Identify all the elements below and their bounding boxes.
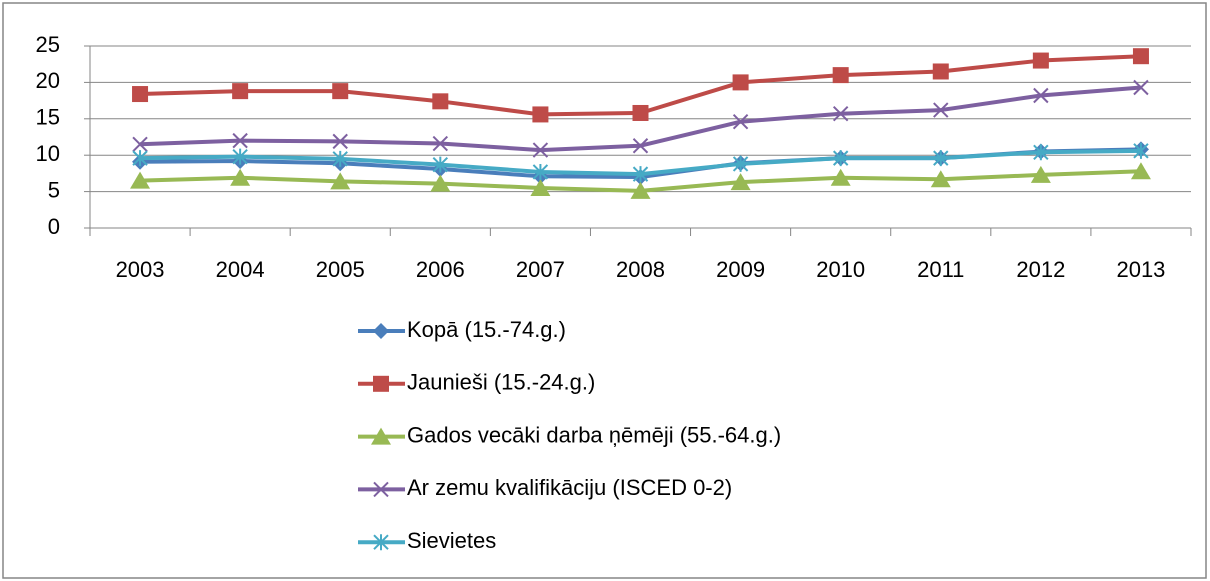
marker bbox=[630, 181, 651, 199]
marker bbox=[371, 427, 391, 445]
x-tick-label: 2006 bbox=[416, 257, 465, 282]
legend-label: Ar zemu kvalifikāciju (ISCED 0-2) bbox=[407, 475, 732, 500]
marker bbox=[832, 150, 849, 167]
marker bbox=[1132, 48, 1149, 65]
marker bbox=[232, 83, 249, 100]
marker bbox=[933, 150, 949, 167]
marker bbox=[1130, 162, 1151, 180]
marker bbox=[532, 106, 549, 123]
marker bbox=[232, 148, 248, 165]
marker bbox=[373, 534, 389, 551]
marker bbox=[832, 67, 849, 84]
marker bbox=[1033, 144, 1049, 161]
y-tick-label: 15 bbox=[36, 105, 60, 130]
marker bbox=[632, 138, 649, 154]
marker bbox=[1032, 52, 1049, 69]
marker bbox=[130, 171, 151, 189]
marker bbox=[1133, 142, 1149, 159]
x-tick-label: 2012 bbox=[1016, 257, 1065, 282]
marker bbox=[1030, 165, 1051, 183]
marker bbox=[232, 132, 248, 149]
legend-label: Gados vecāki darba ņēmēji (55.-64.g.) bbox=[407, 422, 781, 447]
marker bbox=[432, 93, 449, 110]
x-tick-label: 2010 bbox=[816, 257, 865, 282]
y-tick-label: 5 bbox=[48, 177, 60, 202]
x-tick-label: 2007 bbox=[516, 257, 565, 282]
x-tick-label: 2011 bbox=[917, 257, 964, 282]
x-tick-label: 2005 bbox=[316, 257, 365, 282]
marker bbox=[1133, 79, 1149, 96]
y-tick-label: 20 bbox=[36, 68, 60, 93]
marker bbox=[632, 104, 649, 121]
marker bbox=[532, 142, 549, 158]
x-tick-label: 2013 bbox=[1116, 257, 1165, 282]
marker bbox=[930, 170, 951, 188]
y-tick-label: 10 bbox=[36, 141, 60, 166]
marker bbox=[730, 173, 751, 191]
marker bbox=[732, 155, 749, 172]
marker bbox=[373, 375, 389, 392]
marker bbox=[1033, 87, 1049, 104]
marker bbox=[230, 168, 251, 186]
legend-label: Kopā (15.-74.g.) bbox=[407, 317, 566, 342]
marker bbox=[732, 74, 749, 91]
x-tick-label: 2003 bbox=[116, 257, 165, 282]
marker bbox=[132, 136, 148, 152]
marker bbox=[632, 166, 649, 183]
marker bbox=[373, 323, 389, 339]
marker bbox=[432, 135, 449, 152]
marker bbox=[832, 105, 849, 122]
marker bbox=[530, 178, 551, 196]
marker bbox=[430, 174, 451, 192]
legend-label: Jaunieši (15.-24.g.) bbox=[407, 370, 595, 395]
marker bbox=[332, 150, 348, 167]
marker bbox=[732, 114, 749, 130]
marker bbox=[532, 163, 549, 180]
marker bbox=[432, 156, 449, 173]
marker bbox=[332, 83, 349, 100]
marker bbox=[330, 172, 351, 190]
marker bbox=[132, 86, 149, 103]
y-tick-label: 0 bbox=[48, 214, 60, 239]
x-tick-label: 2009 bbox=[716, 257, 765, 282]
y-tick-label: 25 bbox=[36, 32, 60, 57]
marker bbox=[830, 168, 851, 186]
legend-label: Sievietes bbox=[407, 528, 496, 553]
x-tick-label: 2004 bbox=[216, 257, 265, 282]
marker bbox=[932, 63, 949, 80]
marker bbox=[373, 481, 389, 498]
marker bbox=[933, 102, 949, 118]
marker bbox=[132, 150, 148, 167]
marker bbox=[332, 133, 348, 150]
x-tick-label: 2008 bbox=[616, 257, 665, 282]
